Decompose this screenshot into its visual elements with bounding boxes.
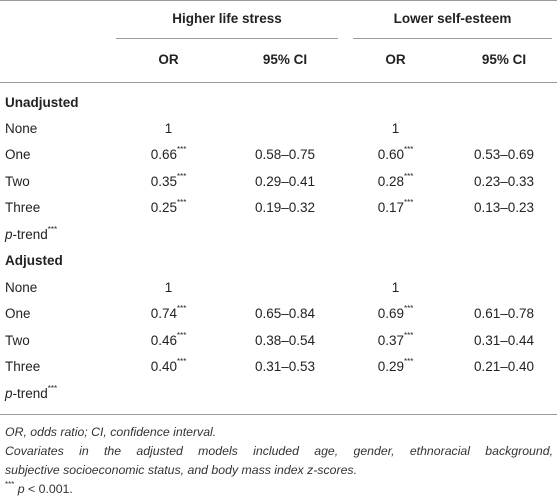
ci-life-stress: 0.58–0.75 [254,147,316,162]
col-header-or-2: OR [385,52,406,67]
ci-life-stress: 0.19–0.32 [254,200,316,215]
row-label: None [5,121,38,136]
or-life-stress: 0.74*** [150,304,187,321]
or-self-esteem: 0.60*** [377,145,414,162]
or-self-esteem: 0.17*** [377,198,414,215]
col-header-ci-2: 95% CI [481,52,527,67]
row-label: One [5,306,31,321]
ci-self-esteem: 0.61–0.78 [473,306,535,321]
or-self-esteem: 1 [391,280,400,295]
col-header-ci-1: 95% CI [262,52,308,67]
or-self-esteem: 0.28*** [377,172,414,189]
ci-self-esteem: 0.23–0.33 [473,174,535,189]
footnote-covariates-line2: subjective socioeconomic status, and bod… [5,463,357,477]
or-life-stress: 0.46*** [150,331,187,348]
group-underline-life-stress [116,38,338,39]
ci-self-esteem: 0.53–0.69 [473,147,535,162]
group-header-life-stress: Higher life stress [172,11,282,26]
footnote-covariates-line1: Covariates in the adjusted models includ… [5,444,553,458]
or-life-stress: 0.25*** [150,198,187,215]
or-self-esteem: 0.29*** [377,357,414,374]
ci-self-esteem: 0.13–0.23 [473,200,535,215]
or-life-stress: 0.40*** [150,357,187,374]
ci-life-stress: 0.65–0.84 [254,306,316,321]
ci-self-esteem: 0.21–0.40 [473,359,535,374]
or-self-esteem: 0.69*** [377,304,414,321]
ci-self-esteem: 0.31–0.44 [473,333,535,348]
ci-life-stress: 0.29–0.41 [254,174,316,189]
row-label: None [5,280,38,295]
or-life-stress: 1 [164,280,173,295]
or-self-esteem: 1 [391,121,400,136]
row-label: Three [5,200,41,215]
ci-life-stress: 0.31–0.53 [254,359,316,374]
table-top-rule [0,0,557,1]
row-label: Two [5,174,30,189]
footnote-significance: *** p < 0.001. [5,480,73,496]
or-self-esteem: 0.37*** [377,331,414,348]
header-bottom-rule [0,82,557,83]
or-life-stress: 0.66*** [150,145,187,162]
ci-life-stress: 0.38–0.54 [254,333,316,348]
or-life-stress: 1 [164,121,173,136]
col-header-or-1: OR [158,52,179,67]
row-label: Three [5,359,41,374]
row-label: Two [5,333,30,348]
section-title-unadjusted: Unadjusted [5,95,79,110]
section-title-adjusted: Adjusted [5,253,63,268]
p-trend-label: p-trend*** [5,384,58,401]
group-underline-self-esteem [353,38,552,39]
table-bottom-rule [0,414,557,415]
row-label: One [5,147,31,162]
p-trend-label: p-trend*** [5,225,58,242]
footnote-abbreviations: OR, odds ratio; CI, confidence interval. [5,425,217,439]
or-life-stress: 0.35*** [150,172,187,189]
group-header-self-esteem: Lower self-esteem [393,11,512,26]
